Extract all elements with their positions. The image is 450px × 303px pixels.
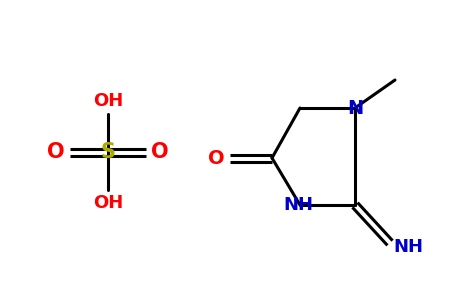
Text: O: O — [47, 142, 65, 162]
Text: OH: OH — [93, 194, 123, 212]
Text: N: N — [347, 98, 363, 118]
Text: NH: NH — [283, 196, 313, 214]
Text: NH: NH — [393, 238, 423, 256]
Text: S: S — [100, 142, 116, 162]
Text: OH: OH — [93, 92, 123, 110]
Text: O: O — [208, 148, 224, 168]
Text: O: O — [151, 142, 169, 162]
